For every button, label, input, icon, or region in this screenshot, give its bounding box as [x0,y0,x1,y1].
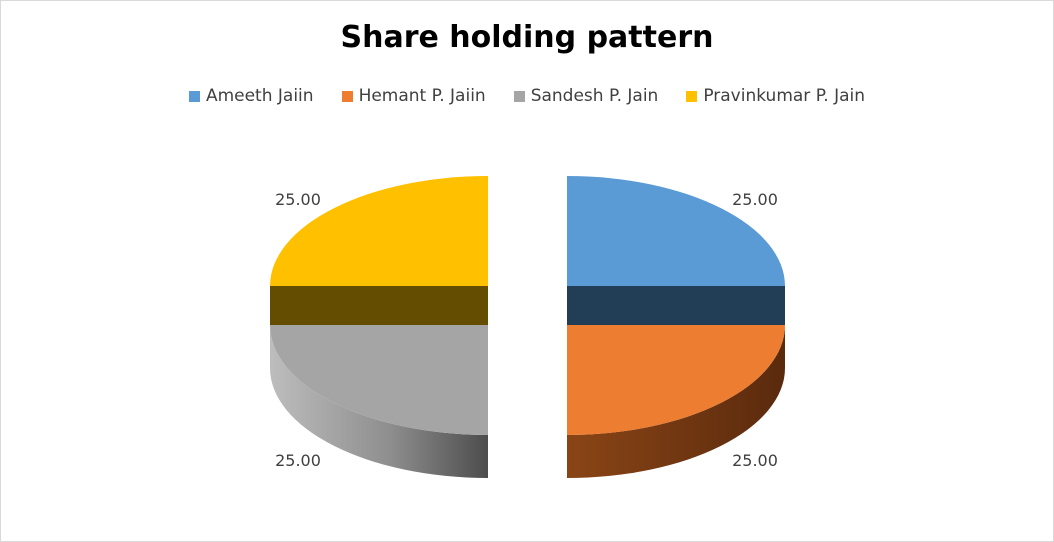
legend-label-sandesh: Sandesh P. Jain [530,86,659,106]
slice-hemant [567,325,785,435]
legend-label-pravinkumar: Pravinkumar P. Jain [703,86,866,106]
legend-item-hemant: Hemant P. Jaiin [341,86,486,106]
legend-swatch-ameeth [188,90,200,102]
legend-label-hemant: Hemant P. Jaiin [358,86,486,106]
slice-side-hemant [567,325,785,478]
slice-side-ameeth [567,286,785,325]
legend-label-ameeth: Ameeth Jaiin [205,86,314,106]
data-label-sandesh: 25.00 [275,451,321,470]
legend-swatch-sandesh [513,90,525,102]
slice-side-sandesh [270,325,488,478]
slice-sandesh [270,325,488,435]
slice-side-pravinkumar [270,286,488,325]
data-label-hemant: 25.00 [732,451,778,470]
legend-item-ameeth: Ameeth Jaiin [188,86,314,106]
legend-item-sandesh: Sandesh P. Jain [513,86,659,106]
data-label-pravinkumar: 25.00 [275,190,321,209]
legend-item-pravinkumar: Pravinkumar P. Jain [686,86,865,106]
slice-pravinkumar [270,176,488,286]
slice-ameeth [567,176,785,286]
legend-swatch-hemant [341,90,353,102]
chart-title: Share holding pattern [340,20,714,55]
legend: Ameeth Jaiin Hemant P. Jaiin Sandesh P. … [0,86,1054,106]
legend-swatch-pravinkumar [686,90,698,102]
data-label-ameeth: 25.00 [732,190,778,209]
